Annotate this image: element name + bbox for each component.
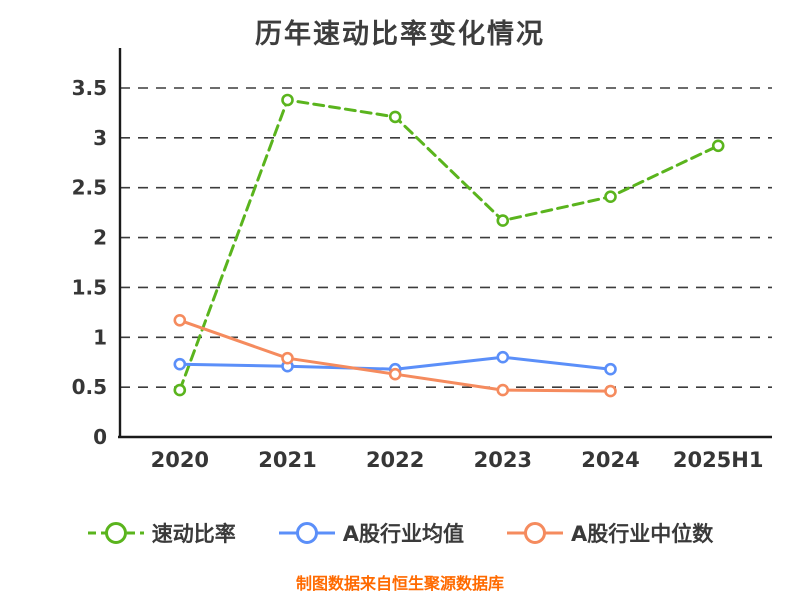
x-tick-label: 2025H1 bbox=[673, 448, 764, 472]
data-point-marker bbox=[388, 367, 402, 381]
y-tick-label: 3 bbox=[93, 126, 107, 150]
data-source-note: 制图数据来自恒生聚源数据库 bbox=[295, 574, 504, 593]
legend-item-industry-median[interactable]: A股行业中位数 bbox=[506, 518, 713, 548]
data-point-marker bbox=[173, 383, 187, 397]
y-tick-label: 1 bbox=[93, 325, 107, 349]
legend-marker-quick-ratio-icon bbox=[87, 522, 144, 544]
data-point-marker bbox=[711, 139, 725, 153]
x-tick-label: 2020 bbox=[151, 448, 209, 472]
x-tick-label: 2021 bbox=[258, 448, 316, 472]
y-tick-label: 0.5 bbox=[72, 375, 107, 399]
y-tick-label: 1.5 bbox=[72, 275, 107, 299]
x-tick-label: 2023 bbox=[474, 448, 532, 472]
legend-label-quick-ratio: 速动比率 bbox=[151, 522, 236, 546]
data-point-marker bbox=[604, 190, 617, 203]
legend-circle bbox=[295, 522, 318, 544]
line-chart-canvas: 0 0.5 1 1.5 2 2.5 3 3.5 2020 2021 2022 2023 2024 2025… bbox=[72, 48, 772, 472]
y-tick-label: 2.5 bbox=[72, 176, 107, 200]
data-point-marker bbox=[496, 350, 510, 364]
chart-legend: 速动比率 A股行业均值 A股行业中位数 bbox=[0, 518, 800, 548]
data-point-marker bbox=[281, 351, 294, 365]
legend-item-industry-average[interactable]: A股行业均值 bbox=[278, 518, 464, 548]
series-line-0 bbox=[178, 98, 720, 392]
x-tick-label: 2022 bbox=[366, 448, 424, 472]
legend-marker-industry-average-icon bbox=[278, 522, 335, 544]
x-tick-label: 2024 bbox=[581, 448, 639, 472]
legend-label-industry-median: A股行业中位数 bbox=[571, 522, 714, 546]
y-tick-label: 2 bbox=[93, 226, 107, 250]
legend-circle bbox=[524, 522, 546, 544]
chart-title: 历年速动比率变化情况 bbox=[255, 19, 545, 50]
legend-item-quick-ratio[interactable]: 速动比率 bbox=[87, 518, 236, 548]
data-point-marker bbox=[173, 357, 187, 371]
legend-circle bbox=[104, 522, 127, 544]
data-point-marker bbox=[496, 214, 510, 227]
data-point-marker bbox=[173, 313, 187, 327]
legend-marker-industry-median-icon bbox=[507, 522, 563, 544]
data-point-marker bbox=[496, 383, 510, 397]
data-point-marker bbox=[388, 110, 402, 124]
data-point-marker bbox=[604, 384, 617, 398]
y-tick-label: 0 bbox=[93, 425, 107, 449]
data-point-marker bbox=[281, 93, 294, 107]
data-point-marker bbox=[604, 362, 617, 376]
legend-label-industry-average: A股行业均值 bbox=[342, 522, 464, 546]
y-tick-label: 3.5 bbox=[72, 76, 107, 100]
